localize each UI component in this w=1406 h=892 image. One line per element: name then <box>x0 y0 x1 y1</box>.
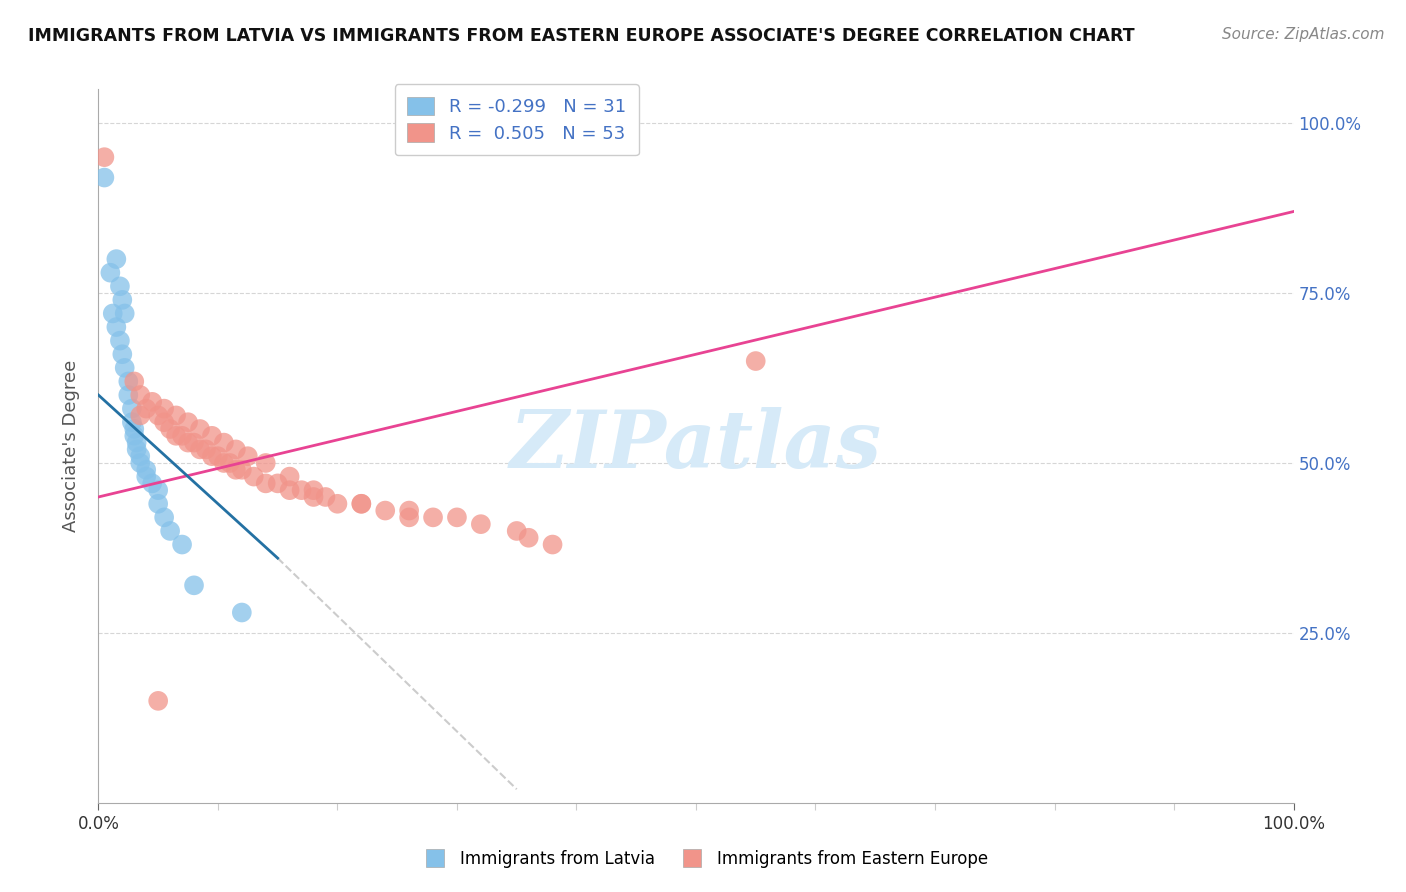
Point <box>350 497 373 511</box>
Point <box>165 409 187 423</box>
Point <box>188 422 211 436</box>
Point <box>195 442 218 457</box>
Point <box>101 306 124 320</box>
Point <box>201 429 224 443</box>
Point <box>231 606 253 620</box>
Point <box>172 537 194 551</box>
Text: IMMIGRANTS FROM LATVIA VS IMMIGRANTS FROM EASTERN EUROPE ASSOCIATE'S DEGREE CORR: IMMIGRANTS FROM LATVIA VS IMMIGRANTS FRO… <box>28 27 1135 45</box>
Point <box>135 463 157 477</box>
Point <box>124 375 146 389</box>
Point <box>254 476 277 491</box>
Point <box>291 483 314 498</box>
Point <box>117 388 139 402</box>
Text: ZIPatlas: ZIPatlas <box>510 408 882 484</box>
Point <box>125 435 148 450</box>
Point <box>350 497 373 511</box>
Point <box>183 435 205 450</box>
Point <box>517 531 540 545</box>
Point <box>278 469 301 483</box>
Point <box>326 497 349 511</box>
Point <box>165 429 187 443</box>
Point <box>135 469 157 483</box>
Point <box>114 306 136 320</box>
Point <box>398 510 420 524</box>
Point <box>153 401 176 416</box>
Point <box>93 150 115 164</box>
Point <box>212 456 235 470</box>
Point <box>278 483 301 498</box>
Point <box>219 456 242 470</box>
Point <box>153 510 176 524</box>
Point <box>159 422 181 436</box>
Point <box>267 476 290 491</box>
Point <box>148 483 170 498</box>
Legend: R = -0.299   N = 31, R =  0.505   N = 53: R = -0.299 N = 31, R = 0.505 N = 53 <box>395 84 638 155</box>
Point <box>125 442 148 457</box>
Point <box>105 320 128 334</box>
Point <box>148 497 170 511</box>
Point <box>141 476 163 491</box>
Point <box>231 463 253 477</box>
Point <box>105 252 128 266</box>
Point <box>108 334 131 348</box>
Point <box>124 429 146 443</box>
Point <box>177 415 200 429</box>
Point <box>506 524 529 538</box>
Point <box>422 510 444 524</box>
Point <box>254 456 277 470</box>
Point <box>207 449 229 463</box>
Point <box>172 429 194 443</box>
Point <box>141 394 163 409</box>
Point <box>129 456 152 470</box>
Point <box>745 354 768 368</box>
Point <box>117 375 139 389</box>
Legend: Immigrants from Latvia, Immigrants from Eastern Europe: Immigrants from Latvia, Immigrants from … <box>412 844 994 875</box>
Point <box>446 510 468 524</box>
Point <box>93 170 115 185</box>
Point <box>129 388 152 402</box>
Point <box>188 442 211 457</box>
Point <box>236 449 259 463</box>
Point <box>302 490 325 504</box>
Point <box>153 415 176 429</box>
Point <box>108 279 131 293</box>
Point <box>135 401 157 416</box>
Point <box>159 524 181 538</box>
Point <box>124 422 146 436</box>
Point <box>302 483 325 498</box>
Point <box>225 463 247 477</box>
Point <box>212 435 235 450</box>
Point <box>148 409 170 423</box>
Point <box>121 415 143 429</box>
Point <box>315 490 337 504</box>
Point <box>183 578 205 592</box>
Point <box>243 469 266 483</box>
Point <box>129 409 152 423</box>
Point <box>225 442 247 457</box>
Point <box>177 435 200 450</box>
Point <box>98 266 122 280</box>
Point <box>470 517 492 532</box>
Point <box>111 347 134 361</box>
Point <box>374 503 396 517</box>
Point <box>121 401 143 416</box>
Point <box>201 449 224 463</box>
Point <box>148 694 170 708</box>
Point <box>114 360 136 375</box>
Y-axis label: Associate's Degree: Associate's Degree <box>62 359 80 533</box>
Point <box>129 449 152 463</box>
Point <box>541 537 564 551</box>
Point <box>111 293 134 307</box>
Point <box>398 503 420 517</box>
Text: Source: ZipAtlas.com: Source: ZipAtlas.com <box>1222 27 1385 42</box>
